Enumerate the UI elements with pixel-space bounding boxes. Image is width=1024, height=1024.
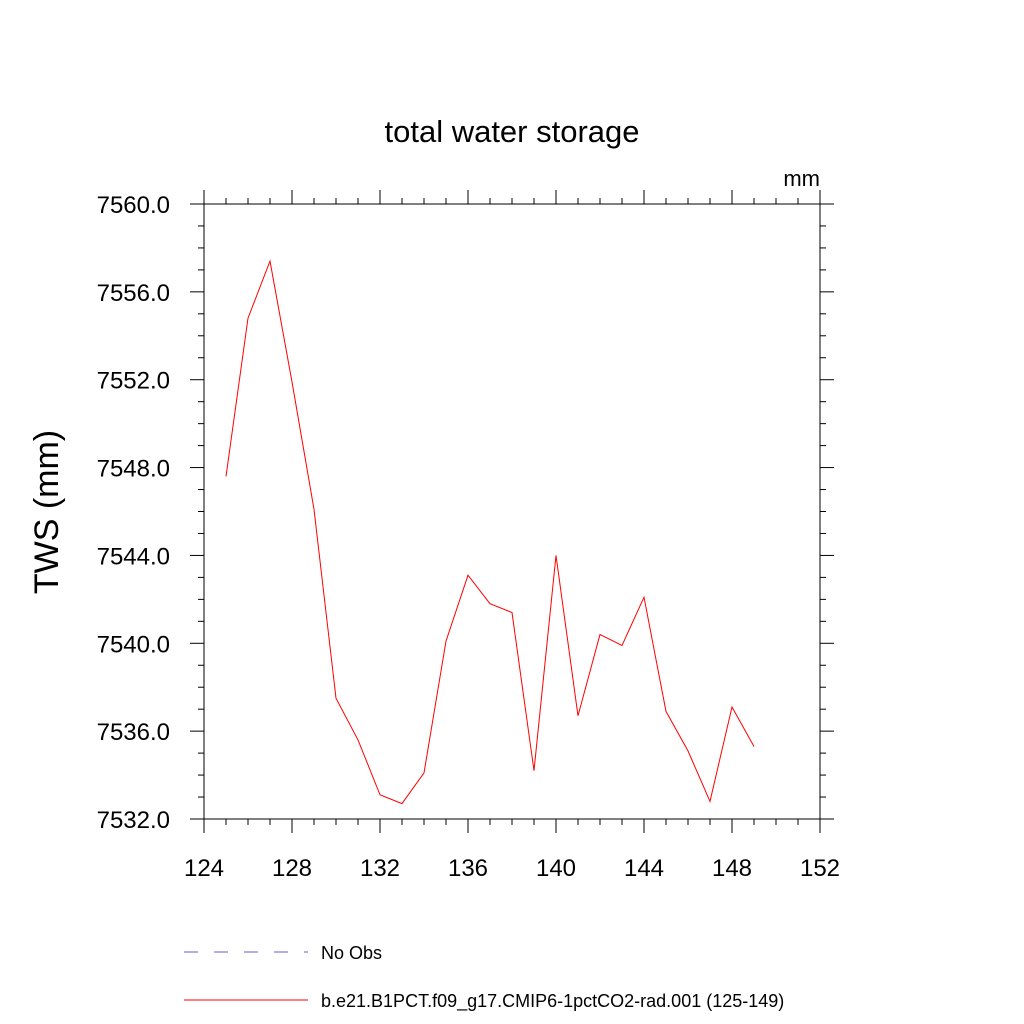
y-tick-label: 7560.0 bbox=[97, 192, 170, 219]
x-tick-label: 132 bbox=[360, 855, 400, 882]
y-tick-label: 7532.0 bbox=[97, 807, 170, 834]
units-label: mm bbox=[783, 166, 820, 191]
x-tick-label: 140 bbox=[536, 855, 576, 882]
y-tick-labels: 7532.0 7536.0 7540.0 7544.0 7548.0 7552.0 7556… bbox=[97, 192, 170, 834]
y-tick-label: 7544.0 bbox=[97, 543, 170, 570]
series-group bbox=[225, 259, 755, 805]
chart-title: total water storage bbox=[384, 114, 639, 149]
x-tick-label: 152 bbox=[800, 855, 840, 882]
x-tick-labels: 124 128 132 136 140 144 148 152 bbox=[184, 855, 840, 882]
y-tick-label: 7556.0 bbox=[97, 280, 170, 307]
legend-label: b.e21.B1PCT.f09_g17.CMIP6-1pctCO2-rad.00… bbox=[321, 991, 784, 1012]
axis-ticks bbox=[190, 190, 834, 833]
legend: No Obs b.e21.B1PCT.f09_g17.CMIP6-1pctCO2-… bbox=[184, 943, 784, 1012]
x-tick-label: 128 bbox=[272, 855, 312, 882]
x-tick-label: 148 bbox=[712, 855, 752, 882]
x-tick-label: 144 bbox=[624, 855, 664, 882]
y-tick-label: 7552.0 bbox=[97, 368, 170, 395]
y-tick-label: 7536.0 bbox=[97, 719, 170, 746]
y-axis-label: TWS (mm) bbox=[28, 430, 66, 594]
legend-label: No Obs bbox=[321, 943, 382, 963]
series-line bbox=[225, 259, 755, 805]
y-tick-label: 7540.0 bbox=[97, 631, 170, 658]
y-tick-label: 7548.0 bbox=[97, 456, 170, 483]
x-tick-label: 136 bbox=[448, 855, 488, 882]
x-tick-label: 124 bbox=[184, 855, 224, 882]
